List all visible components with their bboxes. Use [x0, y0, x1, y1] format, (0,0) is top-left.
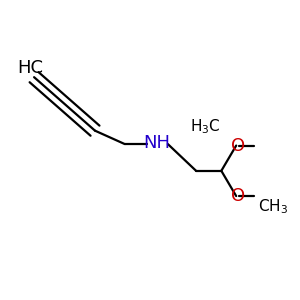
Text: H$_3$C: H$_3$C [190, 117, 221, 136]
Text: HC: HC [18, 59, 44, 77]
Text: NH: NH [143, 134, 170, 152]
Text: O: O [231, 187, 245, 205]
Text: O: O [231, 136, 245, 154]
Text: CH$_3$: CH$_3$ [259, 197, 289, 216]
